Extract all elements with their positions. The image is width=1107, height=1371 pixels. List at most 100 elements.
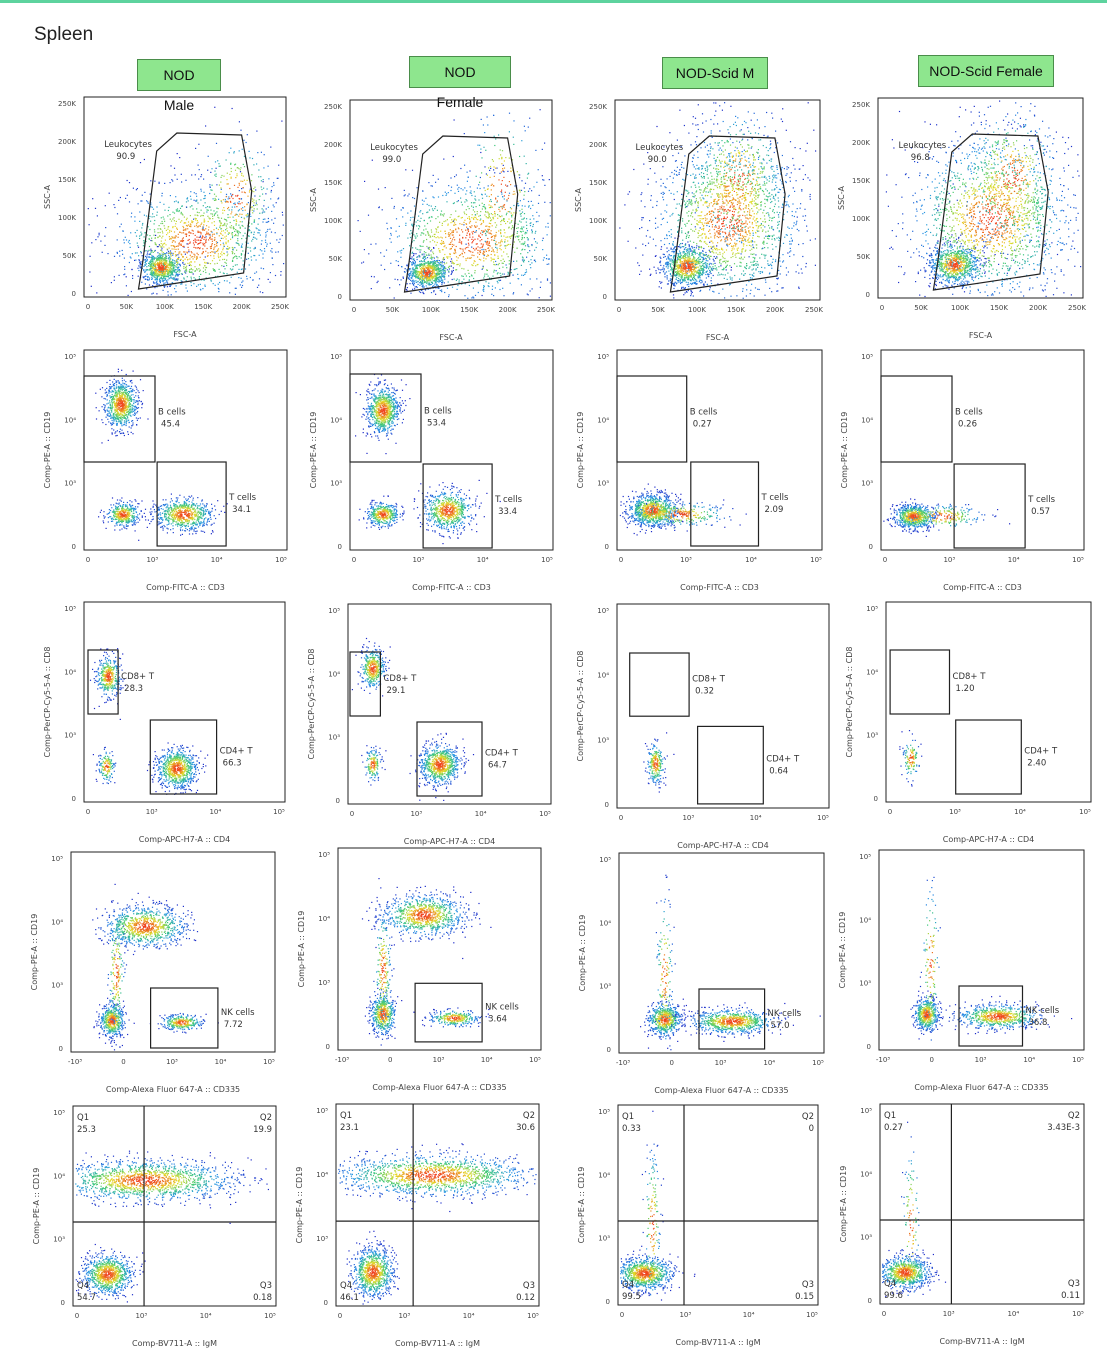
x-tick-label: 10⁴: [463, 1312, 475, 1320]
y-axis-label: Comp-PerCP-Cy5-5-A :: CD8: [43, 647, 52, 758]
quadrant-value-q4: 54.7: [77, 1293, 96, 1303]
gate-rect: [698, 988, 766, 1050]
x-tick-label: 10⁵: [539, 810, 551, 818]
event-dots: [619, 102, 817, 299]
gate-rect: [156, 461, 227, 547]
x-tick-label: 10⁵: [275, 556, 287, 564]
x-tick-label: 10³: [949, 808, 961, 816]
y-tick-label: 0: [867, 1043, 871, 1051]
y-tick-label: 150K: [58, 176, 76, 184]
x-axis-label: Comp-Alexa Fluor 647-A :: CD335: [654, 1086, 788, 1095]
x-tick-label: -10³: [335, 1056, 349, 1064]
y-tick-label: 10⁵: [318, 851, 330, 859]
x-tick-label: 150K: [990, 304, 1008, 312]
x-tick-label: 0: [882, 1310, 886, 1318]
gate-label: CD4+ T: [220, 746, 254, 756]
gate-label: CD8+ T: [121, 672, 155, 682]
quadrant-value-q2: 0: [809, 1124, 814, 1134]
quadrant-value-q1: 23.1: [340, 1123, 359, 1133]
gate-value: 90.9: [116, 152, 135, 162]
y-axis-label: Comp-PE-A :: CD19: [43, 412, 52, 489]
x-tick-label: -10³: [616, 1059, 630, 1067]
quadrant-label-q1: Q1: [77, 1113, 89, 1123]
y-tick-label: 10⁴: [597, 416, 609, 424]
y-tick-label: 0: [607, 1046, 611, 1054]
plot-frame: [349, 99, 553, 301]
x-tick-label: 200K: [766, 306, 784, 314]
gate-label: B cells: [424, 407, 452, 417]
gate-value: 0.26: [958, 420, 977, 430]
gate-leukocytes: [932, 133, 1049, 291]
y-tick-label: 10³: [64, 480, 76, 488]
gate-value: 0.27: [693, 420, 712, 430]
quadrant-label-q4: Q4: [340, 1281, 352, 1291]
gate-rect: [958, 985, 1024, 1047]
y-tick-label: 100K: [58, 214, 76, 222]
event-dots: [75, 1150, 269, 1303]
y-tick-label: 10³: [316, 1235, 328, 1243]
y-tick-label: 200K: [852, 139, 870, 147]
quadrant-value-q3: 0.12: [516, 1293, 535, 1303]
gate-value: 33.4: [498, 507, 517, 517]
x-tick-label: 10⁴: [200, 1312, 212, 1320]
plot-frame: [616, 603, 830, 809]
quadrant-value-q1: 0.33: [622, 1124, 641, 1134]
top-accent-line: [0, 0, 1107, 3]
gate-label: Leukocytes: [104, 140, 152, 150]
x-tick-label: 200K: [233, 303, 251, 311]
y-tick-label: 150K: [852, 177, 870, 185]
x-tick-label: 50K: [914, 304, 928, 312]
y-tick-label: 0: [603, 293, 607, 301]
x-tick-label: 250K: [271, 303, 289, 311]
y-tick-label: 10⁵: [330, 353, 342, 361]
gate-value: 66.3: [223, 758, 242, 768]
quadrant-value-q2: 30.6: [516, 1123, 535, 1133]
gate-leukocytes: [137, 132, 253, 290]
x-tick-label: 10³: [135, 1312, 147, 1320]
x-tick-label: 0: [930, 1056, 934, 1064]
tissue-title: Spleen: [34, 24, 93, 46]
quadrant-value-q2: 3.43E-3: [1047, 1123, 1080, 1133]
x-tick-label: 10⁴: [750, 814, 762, 822]
gate-rect: [616, 375, 688, 463]
x-axis-label: Comp-Alexa Fluor 647-A :: CD335: [914, 1083, 1048, 1092]
gate-label: CD4+ T: [766, 754, 800, 764]
event-dots: [910, 876, 1073, 1041]
quadrant-label-q1: Q1: [884, 1111, 896, 1121]
x-tick-label: 10⁵: [264, 1312, 276, 1320]
x-tick-label: 10³: [680, 556, 692, 564]
x-tick-label: 200K: [1029, 304, 1047, 312]
event-dots: [640, 874, 821, 1051]
plot-leukocyte-1: 0 50K 100K 150K 200K 250K 0 50K 100K 150K 200K 250K…: [43, 96, 289, 339]
x-tick-label: 10⁴: [763, 1059, 775, 1067]
y-axis-label: Comp-PerCP-Cy5-5-A :: CD8: [576, 651, 585, 762]
y-tick-label: 0: [605, 543, 609, 551]
gate-rect: [150, 987, 219, 1049]
gate-rect: [690, 461, 760, 547]
y-tick-label: 200K: [324, 141, 342, 149]
x-axis-label: Comp-BV711-A :: IgM: [676, 1338, 761, 1347]
x-tick-label: 0: [352, 306, 356, 314]
plot-frame: [83, 601, 286, 803]
y-axis-label: SSC-A: [309, 188, 318, 212]
x-axis-label: Comp-BV711-A :: IgM: [940, 1337, 1025, 1346]
plot-frame: [877, 97, 1084, 299]
y-axis-label: SSC-A: [43, 185, 52, 209]
y-axis-label: Comp-PE-A :: CD19: [576, 412, 585, 489]
x-axis-label: Comp-FITC-A :: CD3: [412, 583, 491, 592]
y-tick-label: 50K: [857, 253, 871, 261]
x-tick-label: 10⁵: [1072, 1056, 1084, 1064]
y-tick-label: 150K: [324, 179, 342, 187]
plot-leukocyte-3: 0 50K 100K 150K 200K 250K 0 50K 100K 150K 200K 250K…: [574, 99, 823, 342]
y-tick-label: 0: [326, 1043, 330, 1051]
x-axis-label: Comp-BV711-A :: IgM: [132, 1339, 217, 1348]
y-tick-label: 100K: [589, 217, 607, 225]
x-tick-label: 0: [620, 1311, 624, 1319]
y-tick-label: 50K: [329, 255, 343, 263]
y-axis-label: Comp-PE-A :: CD19: [297, 911, 306, 988]
plot-leukocyte-2: 0 50K 100K 150K 200K 250K 0 50K 100K 150K 200K 250K…: [309, 99, 555, 342]
quadrant-label-q3: Q3: [1068, 1279, 1080, 1289]
y-tick-label: 10³: [318, 979, 330, 987]
x-tick-label: 10³: [682, 814, 694, 822]
